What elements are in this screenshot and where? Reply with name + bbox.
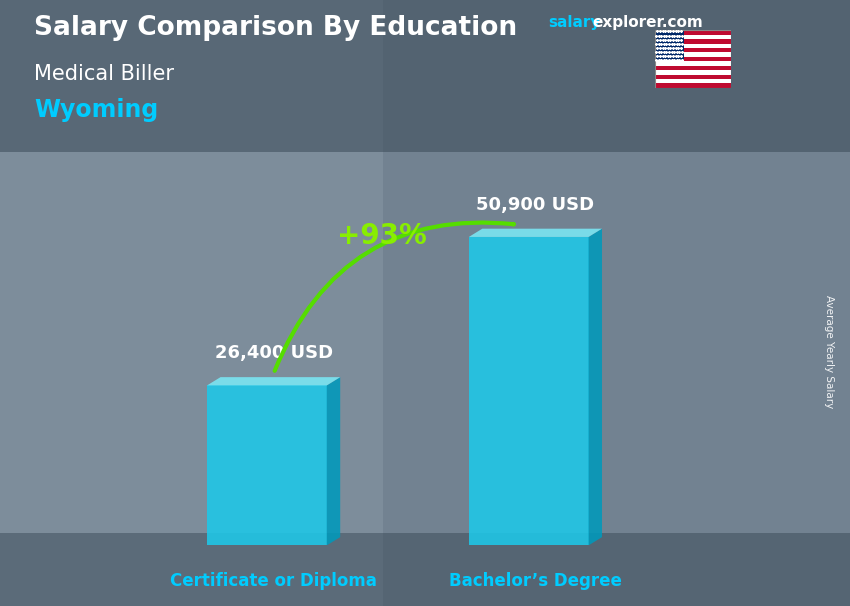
Bar [654,79,731,84]
Polygon shape [588,228,602,545]
Bar [654,48,731,53]
Polygon shape [207,385,326,545]
Text: Certificate or Diploma: Certificate or Diploma [170,571,377,590]
Text: 50,900 USD: 50,900 USD [476,196,594,214]
Bar [654,30,683,61]
Text: Salary Comparison By Education: Salary Comparison By Education [34,15,517,41]
Text: Medical Biller: Medical Biller [34,64,174,84]
Bar [654,39,731,44]
Bar [654,53,731,57]
Text: explorer.com: explorer.com [592,15,703,30]
Bar [654,75,731,79]
Bar [654,30,731,35]
Bar [654,35,731,39]
Bar [654,70,731,75]
Polygon shape [207,377,340,385]
Text: Wyoming: Wyoming [34,98,158,122]
Bar [654,84,731,88]
Text: +93%: +93% [337,222,427,250]
Bar [654,61,731,65]
Text: Bachelor’s Degree: Bachelor’s Degree [449,571,622,590]
Bar [0,0,850,152]
Polygon shape [326,377,340,545]
Bar [0,0,382,606]
Bar [654,57,731,61]
Text: salary: salary [548,15,601,30]
Text: 26,400 USD: 26,400 USD [214,344,332,362]
Bar [382,0,850,606]
Bar [654,65,731,70]
Bar [654,44,731,48]
Polygon shape [469,228,602,237]
Bar [0,533,850,606]
Text: Average Yearly Salary: Average Yearly Salary [824,295,834,408]
Polygon shape [469,237,588,545]
